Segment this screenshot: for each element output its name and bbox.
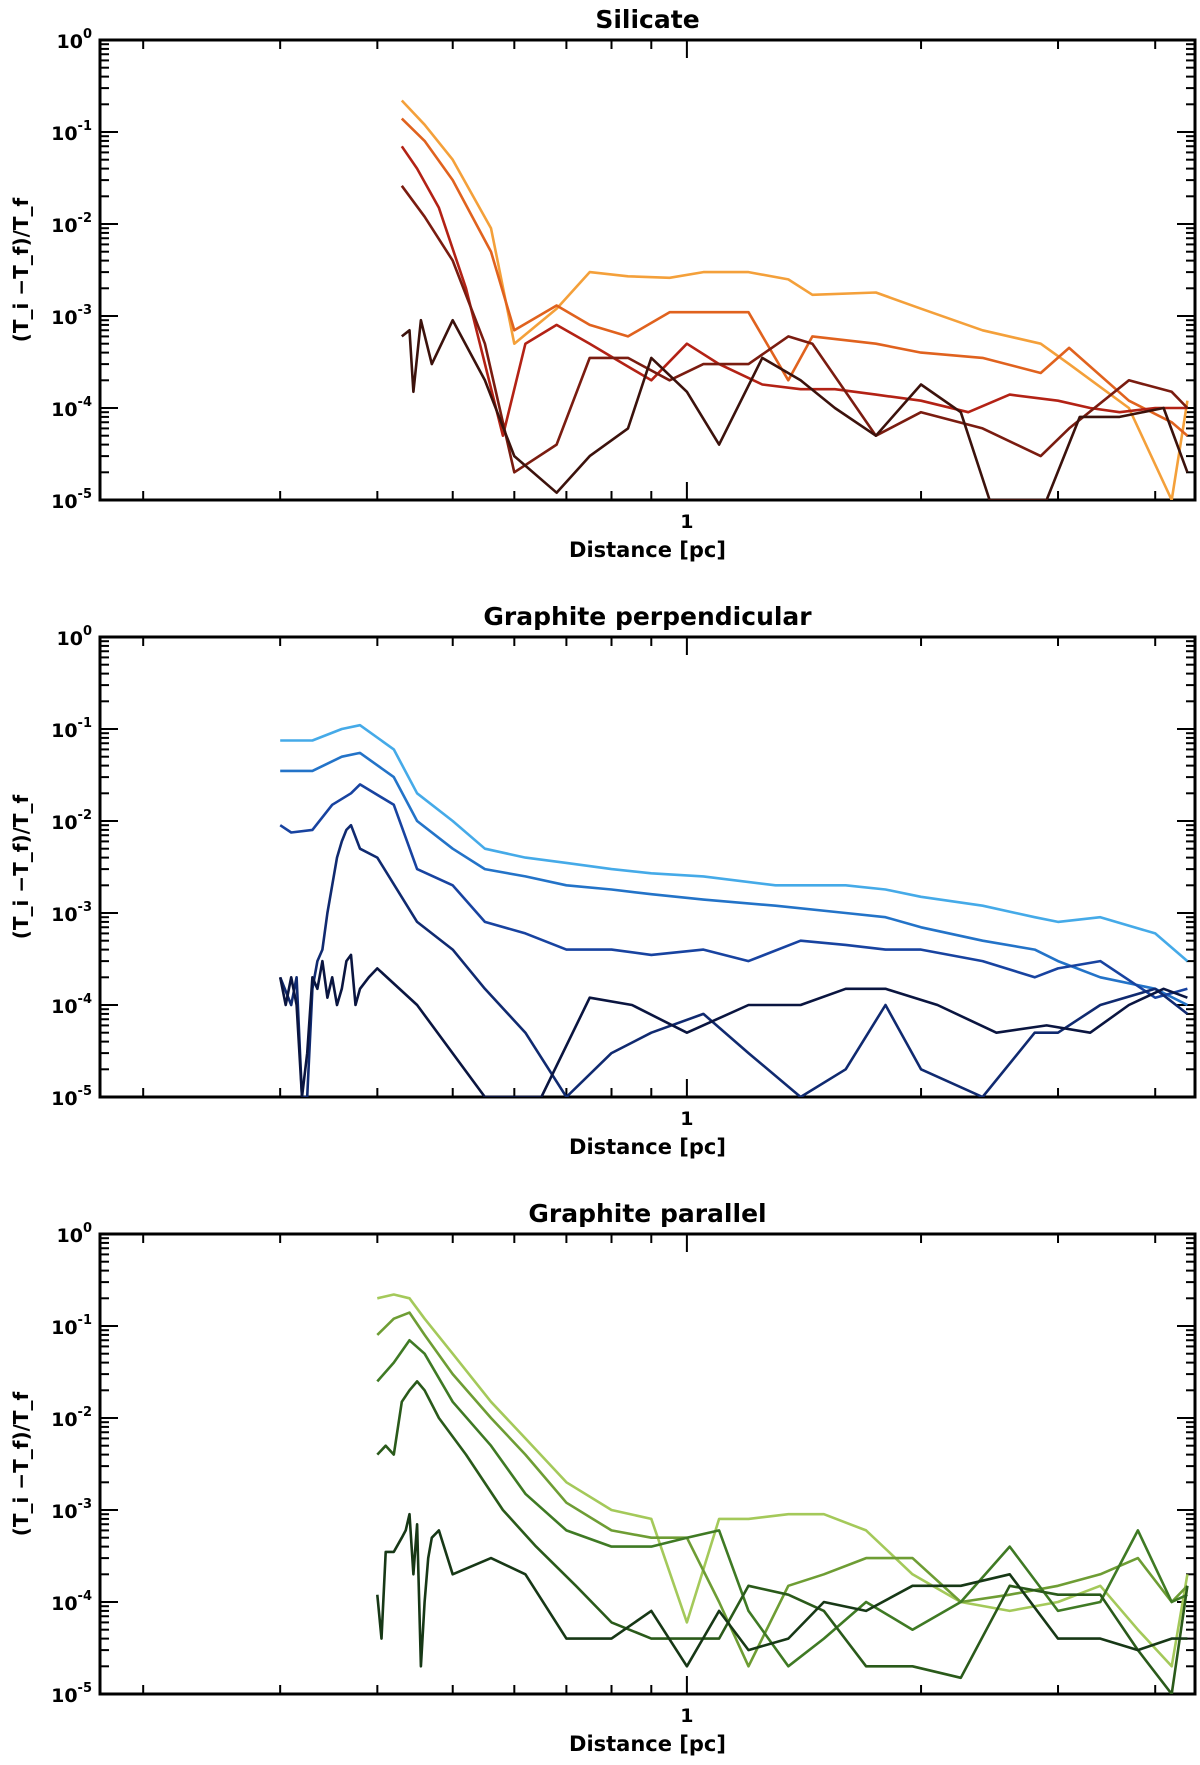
- panel-title: Graphite parallel: [528, 1199, 766, 1228]
- y-tick-label: 10-3: [51, 1497, 92, 1523]
- series-line-5: [278, 953, 1188, 1097]
- y-tick-label: 10-3: [51, 303, 92, 329]
- x-tick-label: 1: [680, 1705, 693, 1727]
- series-line-5: [376, 1512, 1188, 1668]
- series-line-2: [376, 1311, 1189, 1668]
- y-axis-label: (T_i −T_f)/T_f: [9, 197, 33, 342]
- series-line-2: [400, 117, 1189, 437]
- y-tick-label: 10-5: [51, 1084, 92, 1110]
- y-tick-label: 10-4: [51, 992, 92, 1018]
- panel-2: Graphite perpendicular 100 10-1 10-2 10-3 10-…: [9, 602, 1197, 1159]
- x-axis-label: Distance [pc]: [569, 1135, 726, 1159]
- series-line-1: [280, 723, 1189, 963]
- y-tick-label: 100: [57, 1221, 93, 1247]
- panel-title: Silicate: [595, 5, 699, 34]
- series-group: [376, 1293, 1189, 1694]
- plot-frame: [98, 635, 1197, 1099]
- series-line-3: [376, 1339, 1188, 1668]
- series-line-3: [400, 145, 1188, 438]
- panel-3: Graphite parallel 100 10-1 10-2 10-3 10-4 10-5…: [9, 1199, 1197, 1756]
- panel-title: Graphite perpendicular: [483, 602, 812, 631]
- x-axis-ticks: [142, 1234, 1157, 1694]
- y-tick-label: 10-1: [51, 716, 92, 742]
- series-line-4: [278, 823, 1189, 1097]
- y-tick-label: 10-4: [51, 395, 92, 421]
- x-axis-label: Distance [pc]: [569, 538, 726, 562]
- y-tick-label: 10-1: [51, 119, 92, 145]
- y-tick-label: 10-2: [51, 1405, 92, 1431]
- y-tick-label: 10-4: [51, 1589, 92, 1615]
- series-group: [400, 99, 1189, 500]
- series-line-1: [377, 1293, 1189, 1668]
- plot-frame: [98, 38, 1197, 502]
- y-axis-label: (T_i −T_f)/T_f: [9, 1391, 33, 1536]
- series-line-3: [279, 783, 1188, 1000]
- y-axis-ticks: [100, 1233, 1195, 1695]
- y-axis-ticks: [100, 39, 1195, 501]
- x-axis-ticks: [142, 637, 1157, 1097]
- y-tick-label: 100: [57, 624, 93, 650]
- y-tick-label: 100: [57, 27, 93, 53]
- series-group: [278, 723, 1189, 1097]
- y-tick-label: 10-5: [51, 487, 92, 513]
- series-line-4: [376, 1380, 1189, 1694]
- y-tick-label: 10-2: [51, 211, 92, 237]
- y-tick-label: 10-1: [51, 1313, 92, 1339]
- x-axis-ticks: [142, 40, 1157, 500]
- y-tick-label: 10-5: [51, 1681, 92, 1707]
- series-line-5: [400, 318, 1189, 500]
- series-line-4: [400, 185, 1189, 474]
- panel-1: Silicate 100 10-1 10-2 10-3 10-4 10-5 1 Distance…: [9, 5, 1197, 562]
- x-tick-label: 1: [680, 511, 693, 533]
- y-tick-label: 10-2: [51, 808, 92, 834]
- y-axis-ticks: [100, 636, 1195, 1098]
- series-line-2: [280, 751, 1188, 1007]
- plot-frame: [98, 1232, 1197, 1696]
- y-tick-label: 10-3: [51, 900, 92, 926]
- x-axis-label: Distance [pc]: [569, 1732, 726, 1756]
- y-axis-label: (T_i −T_f)/T_f: [9, 794, 33, 939]
- x-tick-label: 1: [680, 1108, 693, 1130]
